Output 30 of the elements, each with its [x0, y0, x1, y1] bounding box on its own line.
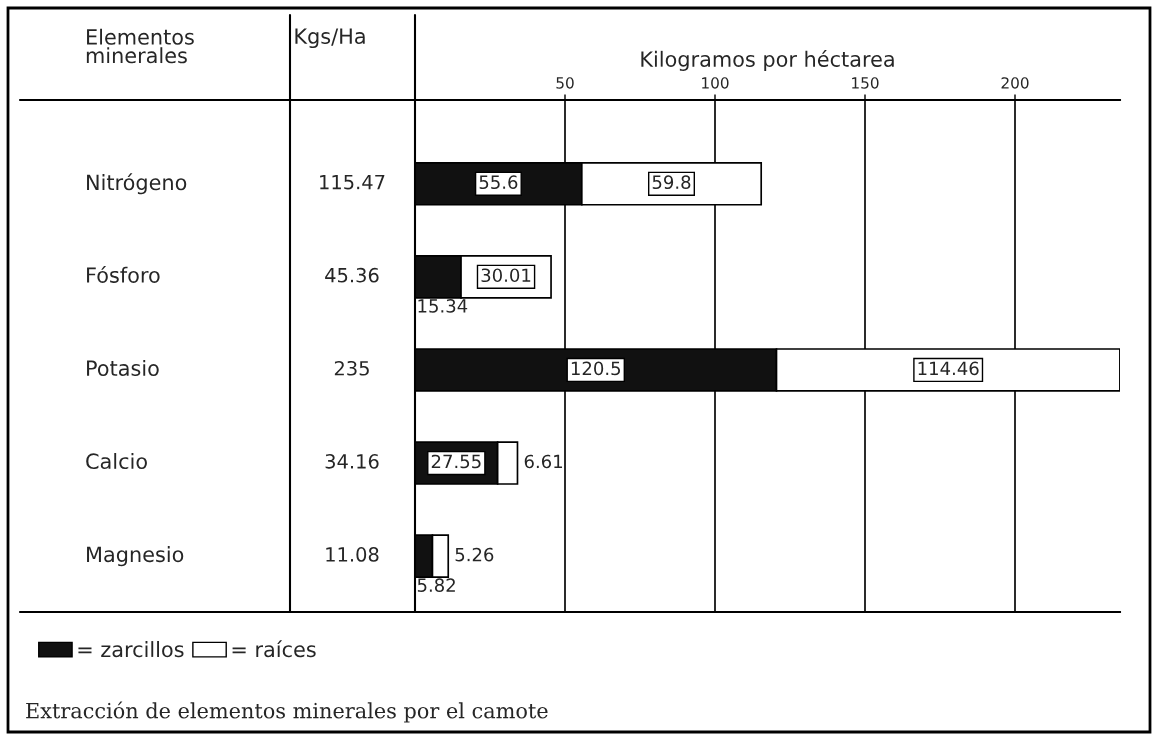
text: 34.16 — [325, 453, 379, 469]
y-axis-title: Elementos minerales — [86, 28, 194, 64]
data-label: 5.26 — [455, 547, 494, 562]
data-label: 120.5 — [571, 361, 621, 376]
text: 115.47 — [320, 174, 385, 190]
text: Kgs/Ha — [295, 28, 365, 49]
data-label: 27.55 — [431, 454, 481, 469]
x2-tick-label: 200 — [1001, 77, 1029, 89]
x2-tick-label: 100 — [702, 77, 729, 89]
y-tick-label: Calcio — [86, 452, 147, 470]
data-label: 5.82 — [417, 578, 455, 592]
y-tick-label: Fósforo — [87, 265, 160, 283]
data-label: 59.8 — [652, 175, 691, 190]
data-label: 114.46 — [918, 361, 979, 376]
y-tick-label: Potasio — [87, 359, 159, 377]
text: 45.36 — [325, 267, 379, 283]
x2-axis-title: Kilogramos por héctarea — [641, 50, 894, 71]
text: 235 — [334, 360, 369, 376]
x2-tick-label: 50 — [556, 77, 574, 89]
text: 11.08 — [326, 547, 379, 562]
x2-tick-label: 150 — [852, 77, 879, 89]
data-label: 6.61 — [524, 454, 563, 469]
data-label: 55.6 — [479, 175, 518, 190]
data-label: 15.34 — [418, 299, 468, 313]
y-tick-label: Magnesio — [87, 546, 184, 567]
y-tick-label: Nitrógeno — [87, 173, 187, 195]
data-label: 30.01 — [481, 268, 531, 283]
legend-label: = zarcillos — [78, 641, 184, 658]
text: Extracción de elementos minerales por el camote — [26, 701, 548, 723]
legend-label: = raíces — [232, 640, 316, 658]
